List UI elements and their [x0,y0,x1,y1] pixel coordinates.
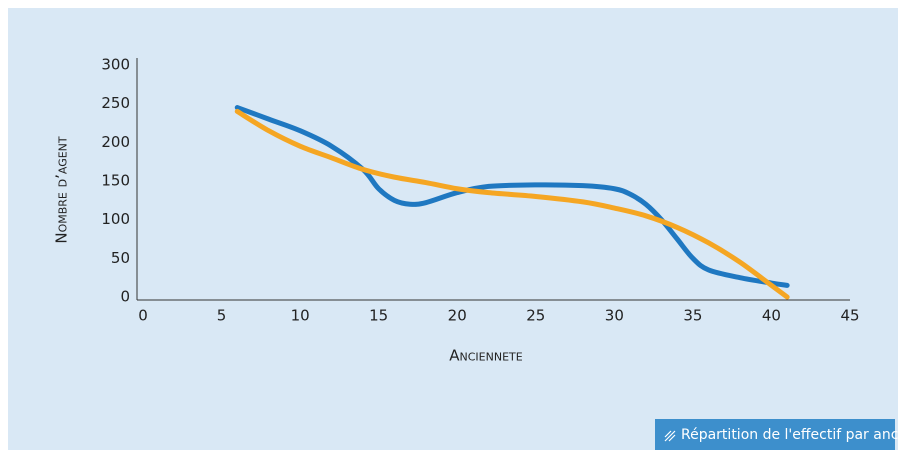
y-tick-label: 100 [101,210,130,228]
y-tick-label: 50 [111,249,130,267]
x-axis-title: Anciennete [449,347,522,365]
caption: Répartition de l'effectif par anciennete… [681,427,906,443]
x-tick-label: 0 [138,307,148,325]
y-tick-label: 0 [120,288,130,306]
y-tick-label: 250 [101,94,130,112]
caption-icon [664,430,676,442]
x-tick-label: 40 [762,307,781,325]
y-tick-label: 300 [101,56,130,74]
x-tick-label: 45 [840,307,859,325]
y-tick-label: 200 [101,133,130,151]
x-tick-label: 5 [217,307,227,325]
x-tick-label: 20 [448,307,467,325]
x-tick-label: 30 [605,307,624,325]
line [234,105,790,288]
caption-box [655,419,895,450]
x-tick-label: 35 [683,307,702,325]
x-tick-label: 10 [291,307,310,325]
x-tick-label: 15 [369,307,388,325]
y-tick-label: 150 [101,172,130,190]
x-tick-label: 25 [526,307,545,325]
panel-background [8,8,898,450]
line [234,108,790,300]
y-axis-title: Nombre d’agent [53,136,71,244]
